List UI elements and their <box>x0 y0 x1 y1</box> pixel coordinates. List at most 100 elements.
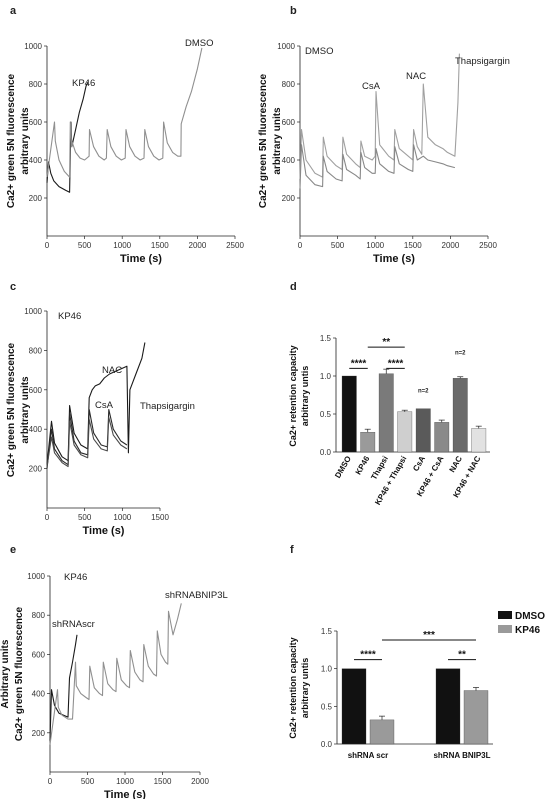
x-tick-label: 500 <box>78 513 92 522</box>
panel-a: a 0 500 1000 1500 2000 2500 200 400 600 800 1000 Tim… <box>6 5 244 265</box>
bar-7 <box>452 378 468 453</box>
y-tick-label: 1.5 <box>320 334 332 343</box>
x-tick-label: 1500 <box>404 241 422 250</box>
annotation-nac: NAC <box>102 365 122 376</box>
y-tick-label: 600 <box>32 650 46 659</box>
y-tick-label: 400 <box>282 156 296 165</box>
series-line-3 <box>46 416 128 468</box>
annotation-shrnabnip3l: shRNABNIP3L <box>165 590 228 601</box>
annotation-kp46: KP46 <box>72 78 95 89</box>
significance-label: ** <box>382 337 390 348</box>
y-tick-label: 400 <box>32 690 46 699</box>
panel-label-b: b <box>290 5 297 17</box>
bar-1 <box>341 375 357 453</box>
series-line-1 <box>49 634 78 741</box>
y-tick-label: 0.0 <box>320 448 332 457</box>
y-axis-title: arbitrary units <box>20 107 31 175</box>
bar-kp46-2 <box>463 690 489 745</box>
n-label: n=2 <box>455 351 466 357</box>
y-axis-title: Ca2+ retention capacity <box>288 345 298 446</box>
y-axis-title: Ca2+ green 5N fluorescence <box>6 73 17 208</box>
legend-label-kp46: KP46 <box>515 625 540 636</box>
x-tick-label: 500 <box>331 241 345 250</box>
significance-label: **** <box>360 650 376 661</box>
y-axis-title: arbitrary untis <box>300 658 310 719</box>
panel-label-c: c <box>10 281 16 293</box>
panel-b: b 0 500 1000 1500 2000 2500 200 400 600 800 1000 Tim… <box>258 5 510 265</box>
annotation-thapsigargin: Thapsigargin <box>455 56 510 67</box>
x-tick-label: 2000 <box>189 241 207 250</box>
x-axis-title: Time (s) <box>83 525 125 537</box>
x-axis-title: Time (s) <box>104 789 146 799</box>
significance-label: **** <box>388 358 404 369</box>
panel-e: e 0 500 1000 1500 2000 200 400 600 800 1000 Time (s… <box>0 544 228 799</box>
bar-kp46-1 <box>369 719 395 745</box>
y-axis-title: arbitrary units <box>20 376 31 444</box>
category-label: CsA <box>411 454 427 473</box>
y-tick-label: 800 <box>29 346 43 355</box>
x-tick-label: 2500 <box>226 241 244 250</box>
bar-5 <box>415 408 431 453</box>
panel-c: c 0 500 1000 1500 200 400 600 800 1000 Time (s) Ca2… <box>6 281 195 537</box>
annotation-nac: NAC <box>406 71 426 82</box>
x-tick-label: 2000 <box>191 777 209 786</box>
panel-d: d 0.0 0.5 1.0 1.5 Ca2+ retention capacity arbi… <box>288 281 490 507</box>
x-tick-label: 0 <box>45 513 50 522</box>
x-axis-title: Time (s) <box>120 253 162 265</box>
bar-3 <box>378 373 394 453</box>
bar-8 <box>471 428 487 453</box>
series-line-2 <box>299 144 456 189</box>
bar-dmso-2 <box>435 668 461 745</box>
panel-label-e: e <box>10 544 16 556</box>
y-axis-title: arbitrary untis <box>300 366 310 427</box>
y-tick-label: 400 <box>29 425 43 434</box>
panel-label-a: a <box>10 5 17 17</box>
annotation-kp46: KP46 <box>58 311 81 322</box>
series-line-1 <box>299 53 460 180</box>
x-tick-label: 2500 <box>479 241 497 250</box>
y-tick-label: 600 <box>29 386 43 395</box>
panel-f: f 0.0 0.5 1.0 1.5 Ca2+ retention capacity arbi… <box>288 544 545 760</box>
x-tick-label: 500 <box>78 241 92 250</box>
annotation-shrnascr: shRNAscr <box>52 619 95 630</box>
y-tick-label: 200 <box>282 194 296 203</box>
y-axis-title: Arbitrary units <box>0 639 11 708</box>
y-tick-label: 400 <box>29 156 43 165</box>
y-tick-label: 800 <box>32 611 46 620</box>
y-axis-title: Ca2+ green 5N fluorescence <box>258 73 269 208</box>
series-line-1 <box>46 81 89 193</box>
bar-dmso-1 <box>341 668 367 745</box>
x-tick-label: 1500 <box>154 777 172 786</box>
y-tick-label: 1000 <box>24 42 42 51</box>
x-tick-label: 0 <box>45 241 50 250</box>
annotation-thapsigargin: Thapsigargin <box>140 401 195 412</box>
series-line-2 <box>46 47 203 178</box>
y-tick-label: 800 <box>282 80 296 89</box>
x-tick-label: 1000 <box>116 777 134 786</box>
legend-label-dmso: DMSO <box>515 611 545 622</box>
annotation-csa: CsA <box>362 81 381 92</box>
annotation-dmso: DMSO <box>305 46 334 57</box>
y-tick-label: 1000 <box>24 307 42 316</box>
n-label: n=2 <box>418 389 429 395</box>
y-tick-label: 800 <box>29 80 43 89</box>
y-tick-label: 0.0 <box>321 740 333 749</box>
bar-2 <box>360 432 376 453</box>
bar-4 <box>397 411 413 453</box>
category-label: DMSO <box>333 455 353 480</box>
annotation-dmso: DMSO <box>185 38 214 49</box>
series-line-2 <box>46 408 128 469</box>
y-tick-label: 0.5 <box>321 702 333 711</box>
significance-label: ** <box>458 650 466 661</box>
panel-label-f: f <box>290 544 294 556</box>
y-axis-title: Ca2+ green 5N fluorescence <box>6 342 17 477</box>
annotation-csa: CsA <box>95 400 114 411</box>
y-axis-title: arbitrary units <box>272 107 283 175</box>
y-tick-label: 1.5 <box>321 627 333 636</box>
x-tick-label: 1000 <box>113 513 131 522</box>
y-tick-label: 200 <box>32 729 46 738</box>
x-axis-title: Time (s) <box>373 253 415 265</box>
y-tick-label: 0.5 <box>320 410 332 419</box>
y-tick-label: 1.0 <box>321 665 333 674</box>
